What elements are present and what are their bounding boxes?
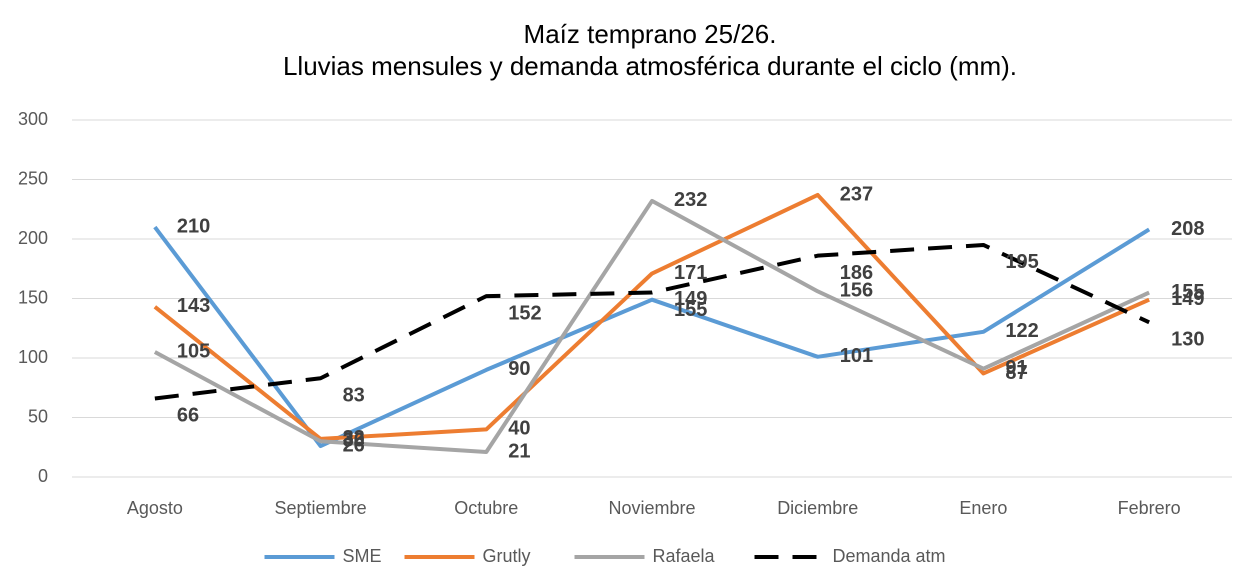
data-label: 26 xyxy=(343,434,365,456)
legend-label: SME xyxy=(343,546,382,566)
chart-subtitle: Lluvias mensules y demanda atmosférica d… xyxy=(283,51,1017,81)
x-tick-label: Agosto xyxy=(127,498,183,518)
x-tick-label: Febrero xyxy=(1118,498,1181,518)
data-label: 21 xyxy=(508,440,530,462)
legend-label: Rafaela xyxy=(653,546,716,566)
legend-label: Grutly xyxy=(483,546,531,566)
data-label: 156 xyxy=(840,280,873,302)
y-tick-label: 50 xyxy=(28,406,48,426)
data-label: 210 xyxy=(177,215,210,237)
data-label: 171 xyxy=(674,262,707,284)
data-label: 152 xyxy=(508,302,541,324)
series-line xyxy=(153,192,1150,441)
data-label: 90 xyxy=(508,358,530,380)
data-label: 149 xyxy=(674,288,707,310)
data-label: 32 xyxy=(343,427,365,449)
data-label: 155 xyxy=(674,299,707,321)
data-label: 66 xyxy=(177,405,199,427)
data-label: 208 xyxy=(1171,218,1204,240)
data-label: 195 xyxy=(1005,251,1038,273)
y-tick-label: 200 xyxy=(18,228,48,248)
data-label: 105 xyxy=(177,340,210,362)
data-label: 101 xyxy=(840,345,873,367)
data-label: 186 xyxy=(840,262,873,284)
x-tick-label: Noviembre xyxy=(608,498,695,518)
data-label: 232 xyxy=(674,189,707,211)
y-tick-label: 250 xyxy=(18,168,48,188)
y-tick-label: 150 xyxy=(18,287,48,307)
series-line xyxy=(153,225,1151,449)
y-tick-label: 100 xyxy=(18,347,48,367)
data-label: 237 xyxy=(840,183,873,205)
data-label: 91 xyxy=(1005,357,1027,379)
series-line xyxy=(154,242,1150,401)
data-label: 87 xyxy=(1005,362,1027,384)
x-tick-label: Septiembre xyxy=(275,498,367,518)
x-tick-label: Diciembre xyxy=(777,498,858,518)
data-label: 83 xyxy=(343,385,365,407)
y-tick-label: 300 xyxy=(18,109,48,129)
x-tick-label: Octubre xyxy=(454,498,518,518)
data-label: 130 xyxy=(1171,329,1204,351)
series-line xyxy=(153,198,1150,455)
data-label: 149 xyxy=(1171,288,1204,310)
data-label: 155 xyxy=(1171,281,1204,303)
data-label: 143 xyxy=(177,295,210,317)
legend-label: Demanda atm xyxy=(833,546,946,566)
data-label: 122 xyxy=(1005,320,1038,342)
x-tick-label: Enero xyxy=(959,498,1007,518)
data-label: 30 xyxy=(343,430,365,452)
chart-title: Maíz temprano 25/26. xyxy=(524,19,777,49)
data-label: 40 xyxy=(508,418,530,440)
y-tick-label: 0 xyxy=(38,466,48,486)
